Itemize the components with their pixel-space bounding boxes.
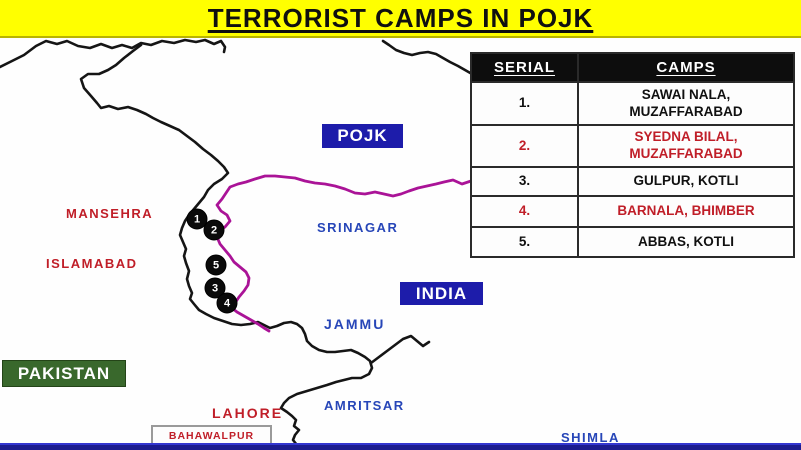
camp-cell: ABBAS, KOTLI	[577, 226, 795, 258]
city-label-islamabad: ISLAMABAD	[46, 256, 138, 271]
city-label-amritsar: AMRITSAR	[324, 398, 405, 413]
serial-cell: 3.	[470, 166, 579, 197]
city-label-bahawalpur: BAHAWALPUR	[168, 429, 255, 442]
city-label-mansehra: MANSEHRA	[66, 206, 154, 221]
camp-marker-5: 5	[205, 254, 227, 276]
serial-cell: 4.	[470, 195, 579, 228]
international-border-jammu-east	[369, 334, 431, 365]
region-label-india: INDIA	[400, 282, 483, 305]
camp-cell: SAWAI NALA, MUZAFFARABAD	[577, 81, 795, 126]
camp-marker-1-number: 1	[193, 213, 201, 225]
international-border-main	[79, 43, 374, 450]
table-row: 1. SAWAI NALA, MUZAFFARABAD	[470, 81, 795, 126]
city-label-jammu: JAMMU	[324, 316, 386, 332]
serial-cell: 5.	[470, 226, 579, 258]
camp-marker-2-number: 2	[210, 224, 218, 236]
international-border-top-west	[0, 38, 227, 69]
camp-marker-4: 4	[216, 292, 238, 314]
bottom-border-bar	[0, 443, 801, 450]
city-label-lahore: LAHORE	[212, 405, 284, 421]
region-label-india-text: INDIA	[415, 283, 468, 303]
city-label-shimla: SHIMLA	[561, 430, 620, 445]
region-label-pakistan: PAKISTAN	[2, 360, 126, 387]
region-label-pojk-text: POJK	[337, 126, 388, 145]
serial-cell: 1.	[470, 81, 579, 126]
table-header-row: SERIAL CAMPS	[470, 52, 795, 83]
region-label-pakistan-text: PAKISTAN	[17, 363, 111, 383]
camp-cell: SYEDNA BILAL, MUZAFFARABAD	[577, 124, 795, 168]
title-band: TERRORIST CAMPS IN POJK	[0, 0, 801, 38]
table-row: 5. ABBAS, KOTLI	[470, 226, 795, 258]
serial-cell: 2.	[470, 124, 579, 168]
region-label-pojk: POJK	[322, 124, 403, 148]
camp-cell: GULPUR, KOTLI	[577, 166, 795, 197]
camp-cell: BARNALA, BHIMBER	[577, 195, 795, 228]
table-row: 2. SYEDNA BILAL, MUZAFFARABAD	[470, 124, 795, 168]
camp-marker-1: 1	[186, 208, 208, 230]
line-of-control	[215, 174, 473, 333]
international-border-top-east	[381, 39, 474, 76]
page-title: TERRORIST CAMPS IN POJK	[207, 2, 594, 33]
column-header-camps: CAMPS	[577, 52, 795, 83]
camp-marker-2: 2	[203, 219, 225, 241]
camps-table: SERIAL CAMPS 1. SAWAI NALA, MUZAFFARABAD…	[470, 52, 795, 258]
city-label-srinagar: SRINAGAR	[317, 220, 399, 235]
table-row: 3. GULPUR, KOTLI	[470, 166, 795, 197]
table-row: 4. BARNALA, BHIMBER	[470, 195, 795, 228]
camp-marker-4-number: 4	[223, 297, 231, 309]
column-header-serial: SERIAL	[470, 52, 579, 83]
camp-marker-3-number: 3	[211, 282, 219, 294]
camp-marker-5-number: 5	[212, 259, 220, 271]
